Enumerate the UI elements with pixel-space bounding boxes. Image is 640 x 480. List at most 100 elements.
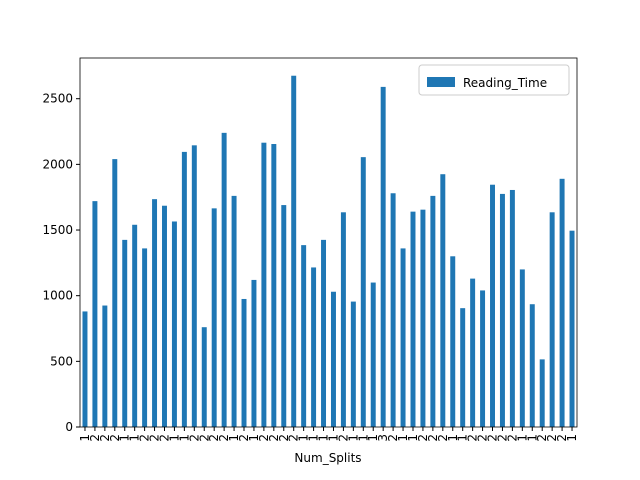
plot-frame [79,57,578,428]
x-tick-label: 1 [396,434,410,442]
bar [301,245,307,427]
x-tick-label: 2 [535,434,549,442]
x-tick-label: 3 [376,434,390,442]
bar [152,199,158,427]
x-tick-label: 1 [366,434,380,442]
y-tick-label: 2000 [42,157,73,171]
x-tick-label: 1 [227,434,241,442]
x-tick-label: 1 [446,434,460,442]
bar [529,304,535,427]
x-tick-label: 2 [207,434,221,442]
x-axis-label: Num_Splits [294,451,361,465]
x-tick-label: 2 [138,434,152,442]
x-tick-label: 2 [426,434,440,442]
bar [519,269,525,427]
bar [559,178,565,427]
bar [460,308,466,427]
bar [430,195,436,427]
x-tick-label: 2 [187,434,201,442]
bar [291,75,297,428]
bar [330,291,336,427]
legend-label: Reading_Time [463,76,547,90]
bar [251,279,257,427]
x-tick-label: 2 [336,434,350,442]
bar [400,248,406,427]
bar [162,205,167,427]
x-tick-label: 1 [297,434,311,442]
bar [390,193,396,427]
y-tick-label: 2500 [42,92,73,106]
bar [340,212,346,427]
legend-box [418,64,570,96]
bar [181,151,187,427]
bar [480,290,486,427]
bar [122,239,128,427]
legend-swatch [427,77,455,87]
x-tick-label: 1 [247,434,261,442]
y-tick-label: 500 [50,354,73,368]
bar [211,208,217,427]
bar [102,305,108,427]
x-tick-label: 2 [505,434,519,442]
y-tick-label: 0 [65,420,73,434]
bar [410,211,416,427]
bar [82,311,88,427]
bar [191,145,197,427]
x-tick-label: 2 [277,434,291,442]
x-tick-label: 2 [436,434,450,442]
x-tick-label: 2 [495,434,509,442]
bar [321,239,327,427]
x-tick-label: 1 [456,434,470,442]
bar [112,159,118,427]
bar [499,193,505,427]
x-tick-label: 2 [476,434,490,442]
bar [549,212,555,427]
x-tick-label: 2 [108,434,122,442]
x-tick-label: 1 [78,434,92,442]
x-tick-label: 2 [486,434,500,442]
bar [380,86,386,427]
bar [470,278,476,427]
x-tick-label: 1 [515,434,529,442]
bar [281,205,287,427]
x-tick-label: 1 [565,434,579,442]
x-tick-label: 2 [257,434,271,442]
x-tick-label: 2 [267,434,281,442]
x-tick-label: 2 [555,434,569,442]
bar [440,174,446,427]
x-tick-label: 1 [307,434,321,442]
x-tick-label: 2 [545,434,559,442]
x-tick-label: 2 [237,434,251,442]
bar [132,224,138,427]
x-tick-label: 2 [98,434,112,442]
x-tick-label: 1 [118,434,132,442]
x-tick-label: 2 [148,434,162,442]
bar [370,282,376,427]
bar [201,327,207,427]
x-tick-label: 1 [177,434,191,442]
x-tick-label: 2 [197,434,211,442]
x-tick-label: 1 [525,434,539,442]
x-tick-label: 1 [356,434,370,442]
x-tick-label: 2 [416,434,430,442]
x-tick-label: 2 [287,434,301,442]
x-tick-label: 2 [466,434,480,442]
bar [271,144,277,427]
bar [569,230,575,427]
y-tick-label: 1500 [42,223,73,237]
x-tick-label: 2 [217,434,231,442]
bar [420,209,426,427]
bar [171,221,177,427]
bar [450,256,456,427]
x-tick-label: 2 [157,434,171,442]
y-tick-label: 1000 [42,289,73,303]
bar [350,301,356,427]
bar [539,359,545,427]
bar [490,184,495,427]
bar [360,157,366,427]
bar [311,267,317,427]
x-tick-label: 1 [167,434,181,442]
x-tick-label: 1 [128,434,142,442]
bar [221,132,227,428]
